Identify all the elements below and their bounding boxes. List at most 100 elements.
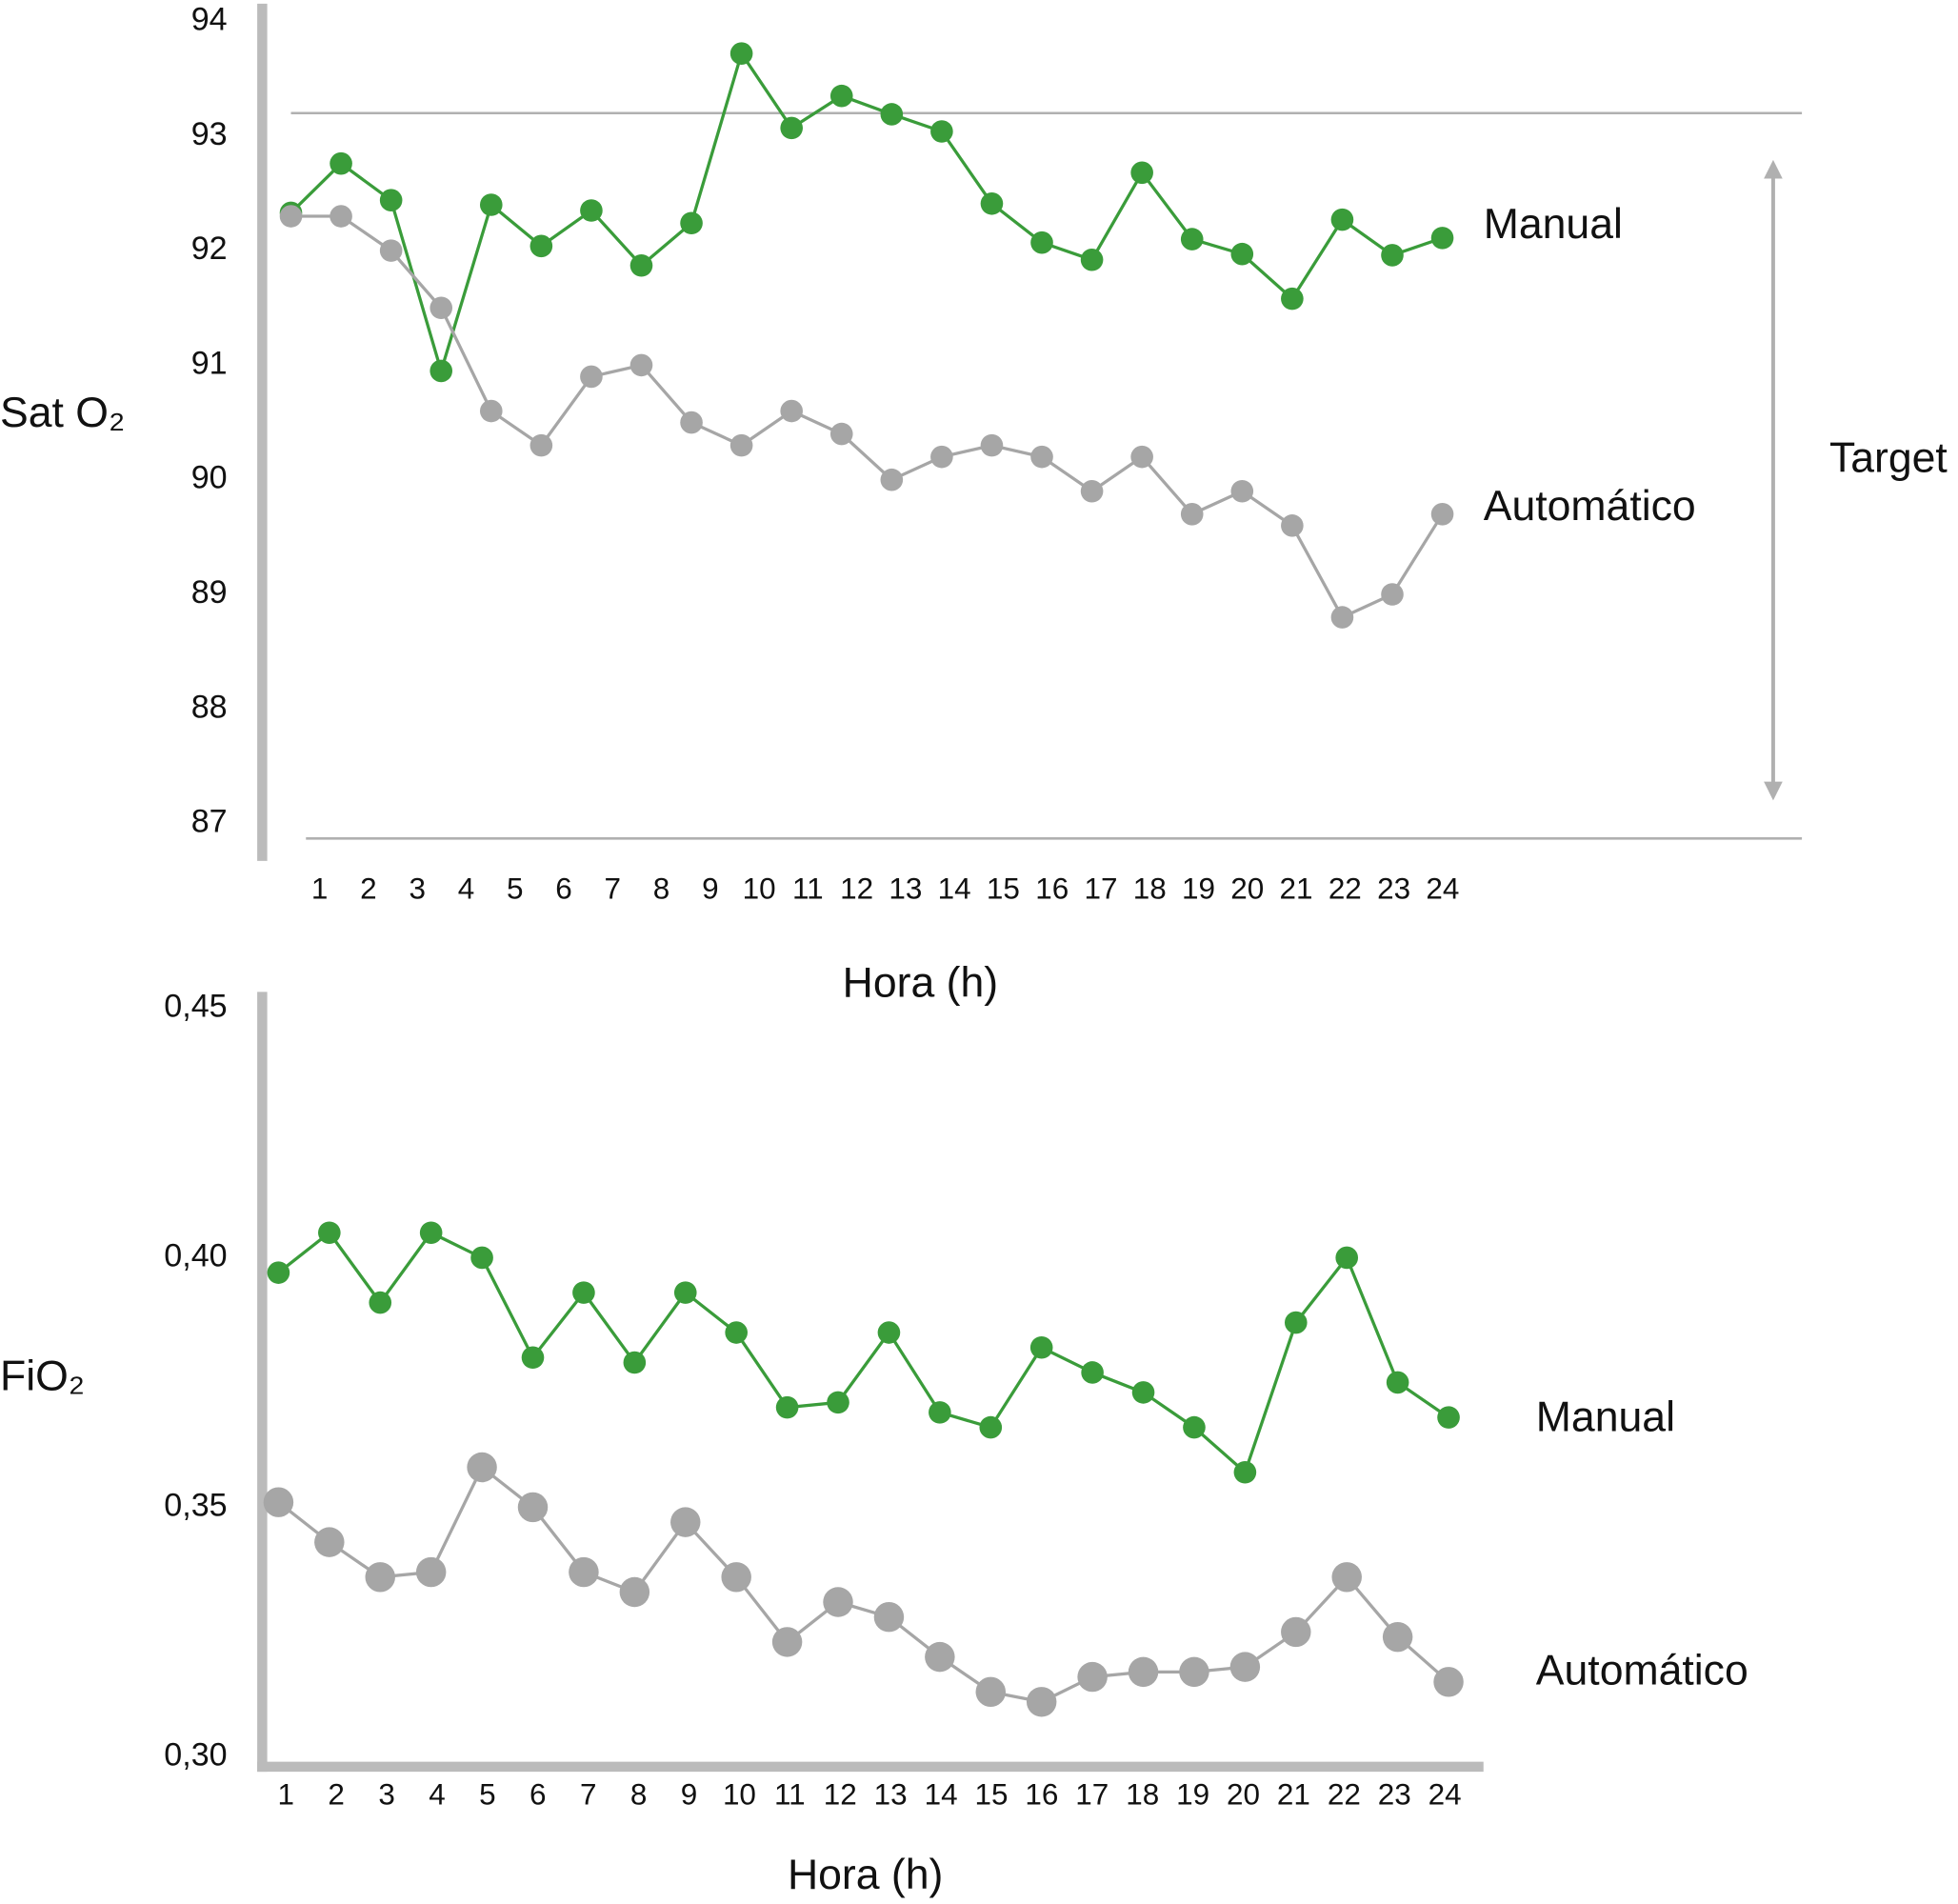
data-point xyxy=(369,1291,392,1314)
y-tick-label: 0,45 xyxy=(164,988,227,1024)
data-point xyxy=(1080,479,1104,503)
data-point xyxy=(1284,1311,1308,1334)
data-point xyxy=(1080,248,1104,271)
data-point xyxy=(1437,1406,1460,1429)
series-label: Manual xyxy=(1536,1394,1675,1441)
data-point xyxy=(1130,161,1153,185)
data-point xyxy=(975,1676,1007,1708)
data-point xyxy=(1335,1246,1359,1270)
data-point xyxy=(263,1487,294,1517)
x-tick-label: 15 xyxy=(987,872,1020,906)
data-point xyxy=(379,189,403,211)
target-label: Target xyxy=(1829,435,1948,482)
x-tick-label: 12 xyxy=(824,1778,857,1812)
x-tick-label: 24 xyxy=(1426,872,1459,906)
x-tick-label: 15 xyxy=(974,1778,1008,1812)
data-point xyxy=(729,433,753,457)
data-point xyxy=(1081,1361,1104,1384)
series-label: Manual xyxy=(1484,201,1623,248)
x-tick-label: 11 xyxy=(792,872,824,906)
y-tick-label: 0,30 xyxy=(164,1736,227,1773)
data-point xyxy=(330,151,352,175)
x-tick-label: 9 xyxy=(681,1778,697,1812)
x-tick-label: 19 xyxy=(1176,1778,1209,1812)
x-tick-label: 20 xyxy=(1227,1778,1260,1812)
data-point xyxy=(829,422,853,446)
data-point xyxy=(930,120,953,143)
y-tick-label: 90 xyxy=(191,460,228,496)
data-point xyxy=(673,1281,697,1304)
data-point xyxy=(877,1321,901,1344)
series-line xyxy=(290,214,1444,620)
x-tick-label: 23 xyxy=(1378,1778,1411,1812)
x-tick-label: 1 xyxy=(311,872,328,906)
data-point xyxy=(1130,445,1153,469)
data-point xyxy=(1179,1656,1209,1688)
x-tick-label: 13 xyxy=(889,872,922,906)
data-point xyxy=(1180,228,1204,251)
data-point xyxy=(1077,1661,1108,1693)
data-point xyxy=(479,399,503,423)
x-axis-title: Hora (h) xyxy=(843,960,998,1007)
data-point xyxy=(623,1351,647,1374)
data-point xyxy=(1330,606,1354,629)
data-point xyxy=(1386,1371,1409,1394)
data-point xyxy=(827,1391,849,1414)
data-point xyxy=(619,1576,650,1608)
data-point xyxy=(680,411,703,434)
y-tick-label: 91 xyxy=(191,345,228,381)
data-point xyxy=(318,1221,341,1245)
data-point xyxy=(1281,1616,1311,1648)
x-tick-label: 5 xyxy=(507,872,523,906)
x-tick-label: 7 xyxy=(580,1778,596,1812)
x-tick-label: 23 xyxy=(1377,872,1410,906)
data-point xyxy=(980,433,1004,457)
x-tick-label: 7 xyxy=(605,872,621,906)
series-line xyxy=(277,1464,1450,1704)
data-point xyxy=(517,1492,549,1523)
data-point xyxy=(1230,479,1254,503)
data-point xyxy=(670,1507,701,1537)
data-point xyxy=(1281,514,1304,537)
data-point xyxy=(925,1641,955,1673)
data-point xyxy=(1381,244,1404,267)
x-tick-label: 24 xyxy=(1429,1778,1462,1812)
data-point xyxy=(780,399,803,423)
data-point xyxy=(419,1221,443,1245)
data-point xyxy=(680,211,703,235)
x-tick-label: 6 xyxy=(555,872,571,906)
x-axis-title: Hora (h) xyxy=(788,1852,943,1898)
data-point xyxy=(1030,445,1053,469)
y-axis-title: FiO₂ xyxy=(0,1353,85,1399)
x-tick-label: 4 xyxy=(458,872,474,906)
x-tick-label: 21 xyxy=(1277,1778,1310,1812)
x-tick-label: 20 xyxy=(1230,872,1264,906)
data-point xyxy=(470,1246,493,1270)
data-point xyxy=(330,205,352,228)
y-tick-label: 0,35 xyxy=(164,1487,227,1523)
data-point xyxy=(379,239,403,262)
x-tick-label: 10 xyxy=(723,1778,756,1812)
data-point xyxy=(1330,208,1354,231)
series-line xyxy=(290,50,1444,377)
data-point xyxy=(1331,1562,1362,1593)
x-tick-label: 21 xyxy=(1280,872,1313,906)
x-tick-label: 12 xyxy=(840,872,873,906)
data-point xyxy=(430,359,453,383)
x-tick-label: 14 xyxy=(925,1778,958,1812)
x-tick-label: 16 xyxy=(1035,872,1069,906)
data-point xyxy=(725,1321,748,1344)
data-point xyxy=(1381,583,1404,606)
data-point xyxy=(267,1261,290,1284)
data-point xyxy=(1026,1687,1057,1717)
x-tick-label: 8 xyxy=(653,872,669,906)
data-point xyxy=(629,353,653,377)
data-point xyxy=(430,296,453,320)
data-point xyxy=(1180,503,1204,526)
data-point xyxy=(415,1556,447,1588)
data-point xyxy=(1281,287,1304,311)
data-point xyxy=(780,116,803,140)
x-tick-label: 14 xyxy=(938,872,971,906)
data-point xyxy=(829,84,853,108)
series-label: Automático xyxy=(1484,483,1696,530)
